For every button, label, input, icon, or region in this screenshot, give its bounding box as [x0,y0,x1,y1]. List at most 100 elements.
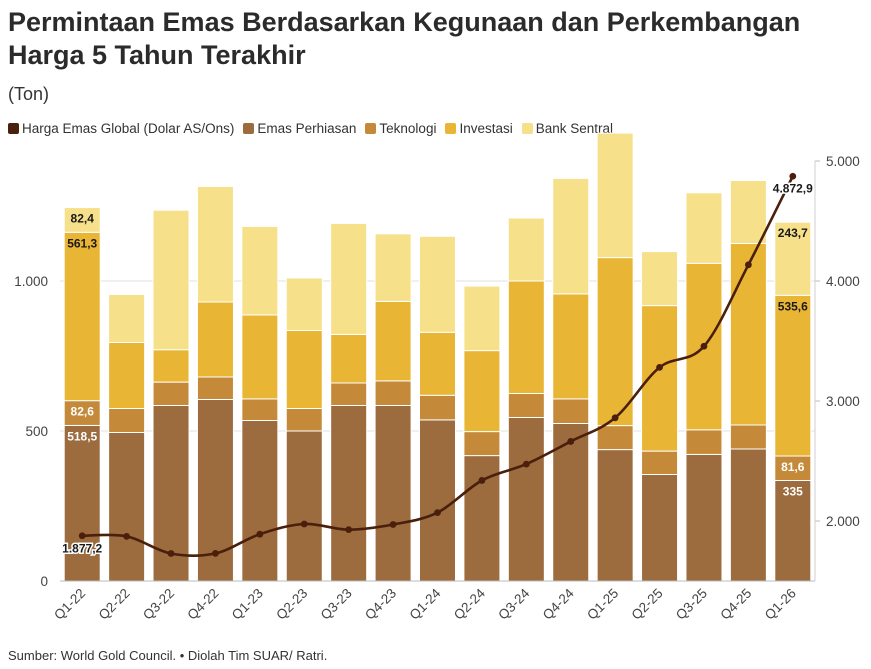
x-tick-label: Q4-25 [717,586,754,623]
data-label: 518,5 [67,429,97,443]
x-tick-label: Q4-23 [362,586,399,623]
x-tick-label: Q3-23 [318,586,355,623]
bar-teknologi [108,408,146,433]
bar-teknologi [685,429,723,455]
price-point [123,532,131,540]
legend-item-harga: Harga Emas Global (Dolar AS/Ons) [8,121,234,136]
bar-bank-sentral [596,132,634,259]
bar-investasi [285,330,323,409]
data-label: 243,7 [778,226,808,240]
price-point [478,477,486,484]
price-point [522,460,530,468]
data-label: 81,6 [781,460,805,474]
legend-item-bank-sentral: Bank Sentral [521,121,614,136]
bar-emas-perhiasan [507,417,545,582]
data-labels: 518,5 82,6 561,3 82,4 335 81,6 535,6 243,7 1.877… [61,180,815,557]
bar-investasi [108,342,146,409]
bar-emas-perhiasan [774,480,812,582]
legend-label-bank-sentral: Bank Sentral [535,121,614,136]
legend: Harga Emas Global (Dolar AS/Ons) Emas Pe… [8,121,613,136]
y-right-tick-label: 3.000 [826,394,860,409]
data-label: 82,6 [71,405,95,419]
legend-swatch-investasi [445,123,457,134]
bar-investasi [507,280,545,394]
bar-emas-perhiasan [419,419,456,582]
x-tick-label: Q1-22 [51,586,88,623]
bar-bank-sentral [729,180,767,244]
bar-teknologi [729,424,767,450]
bar-emas-perhiasan [596,449,634,582]
price-point [389,521,397,528]
bar-investasi [463,350,501,433]
price-point [78,532,86,540]
bar-emas-perhiasan [285,430,323,582]
price-point [345,526,353,534]
bar-bank-sentral [685,192,723,264]
bar-teknologi [285,408,323,432]
legend-label-harga: Harga Emas Global (Dolar AS/Ons) [22,121,235,136]
price-point [256,530,264,538]
x-tick-label: Q2-22 [96,586,133,623]
bar-investasi [641,305,679,452]
bar-teknologi [641,450,679,476]
bar-teknologi [419,394,456,421]
x-tick-label: Q1-26 [762,586,799,623]
bar-investasi [419,331,456,396]
x-tick-label: Q4-22 [184,586,221,623]
source-note: Sumber: World Gold Council. • Diolah Tim… [8,648,328,663]
y-left-tick-label: 0 [40,574,48,589]
bar-bank-sentral [552,177,590,295]
bar-teknologi [330,382,368,406]
bar-investasi [552,293,590,400]
x-tick-label: Q1-23 [229,586,266,623]
legend-label-perhiasan: Emas Perhiasan [257,121,357,136]
price-line [78,172,797,558]
bar-bank-sentral [152,209,190,351]
bar-emas-perhiasan [374,405,412,582]
bar-bank-sentral [63,207,101,233]
data-label: 561,3 [67,236,97,250]
x-tick-label: Q2-24 [451,585,488,622]
bar-emas-perhiasan [63,424,101,582]
chart-subtitle: (Ton) [8,84,50,104]
legend-swatch-perhiasan [243,123,255,134]
legend-item-perhiasan: Emas Perhiasan [243,121,356,136]
bar-teknologi [552,398,590,424]
bar-investasi [63,231,101,402]
bar-teknologi [196,376,234,400]
y-right-tick-label: 2.000 [826,514,860,529]
bar-emas-perhiasan [685,453,723,582]
price-point [300,520,308,528]
x-tick-label: Q3-24 [495,585,532,622]
bar-investasi [241,314,279,400]
bar-emas-perhiasan [552,423,590,582]
legend-swatch-harga [8,123,19,134]
price-point [212,550,219,557]
bar-bank-sentral [641,251,679,307]
price-line-path [82,175,794,558]
bar-investasi [152,349,190,383]
bar-emas-perhiasan [641,474,679,582]
price-point [434,509,441,516]
bar-bank-sentral [330,222,368,335]
bar-emas-perhiasan [108,432,146,582]
bar-bank-sentral [196,186,234,303]
bar-teknologi [463,431,501,457]
x-tick-label: Q3-22 [140,586,177,623]
chart-title: Permintaan Emas Berdasarkan Kegunaan dan… [8,7,801,70]
bar-investasi [774,294,812,457]
data-label: 535,6 [778,299,808,313]
bar-emas-perhiasan [729,448,767,582]
x-tick-label: Q2-25 [629,586,666,623]
legend-label-teknologi: Teknologi [379,121,437,136]
price-point [700,342,708,350]
price-point [611,414,619,422]
bar-investasi [729,243,767,426]
bar-emas-perhiasan [241,420,279,582]
bar-bank-sentral [285,277,323,331]
price-point [656,364,663,371]
x-tick-label: Q4-24 [540,585,577,622]
y-right-tick-label: 5.000 [826,154,860,169]
bar-teknologi [774,455,812,481]
